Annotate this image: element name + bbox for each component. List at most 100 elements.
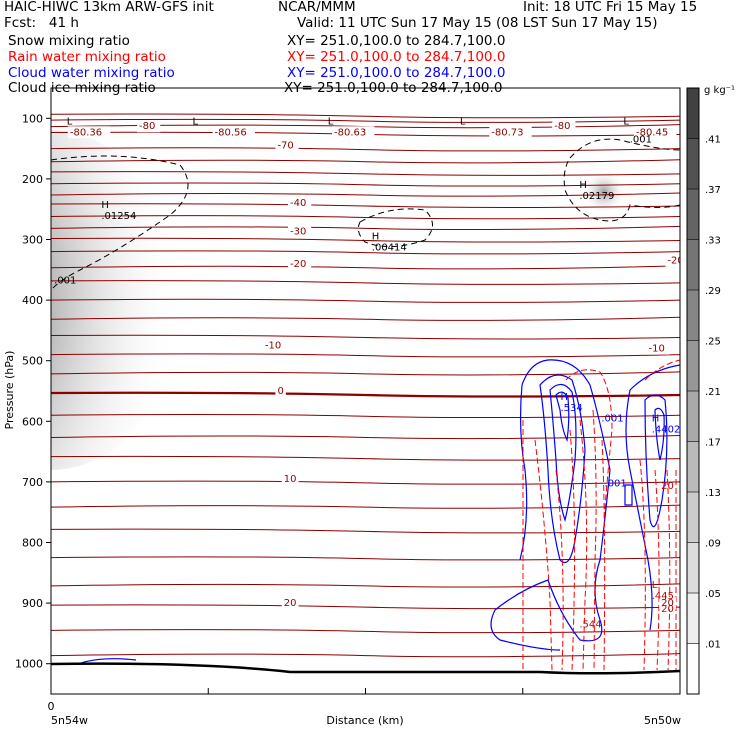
extremum-mark: L bbox=[460, 116, 466, 127]
isotherm-line bbox=[51, 480, 680, 485]
y-tick-label: 1000 bbox=[15, 658, 43, 671]
field-rain-name: Rain water mixing ratio bbox=[8, 49, 166, 65]
isotherm-line bbox=[51, 280, 680, 285]
temperature-label-bg bbox=[275, 139, 299, 152]
isotherm-line bbox=[51, 171, 680, 176]
cloud-water-outer bbox=[490, 359, 611, 651]
extremum-value: 20 bbox=[661, 481, 674, 492]
extremum-mark: H bbox=[101, 200, 109, 211]
temperature-label-bg bbox=[665, 254, 680, 267]
temperature-label: -10 bbox=[649, 344, 665, 355]
extremum-value: .00414 bbox=[372, 243, 407, 254]
colorbar: .01 .05 .09 .13 .17 .21 .25 .29 .33 .37 .41 bbox=[686, 87, 721, 695]
extremum-mark: L bbox=[193, 116, 199, 127]
temperature-label-bg bbox=[275, 385, 286, 398]
isotherm-line bbox=[51, 147, 680, 152]
temperature-label-bg bbox=[281, 472, 299, 485]
x-axis-label: Distance (km) bbox=[326, 714, 403, 727]
temperature-label-bg bbox=[288, 257, 312, 270]
temperature-label: 0 bbox=[277, 386, 283, 397]
temperature-label: -80 bbox=[139, 121, 155, 132]
field-snow-name: Snow mixing ratio bbox=[8, 33, 130, 49]
colorbar-tick-label: .13 bbox=[705, 488, 721, 499]
temperature-label: -40 bbox=[290, 198, 306, 209]
temperature-label: -80.56 bbox=[215, 127, 247, 138]
temperature-labels: -80.36 -80 -80.56 -80.63 -80.73 -80 -80.45 -70 -… bbox=[67, 120, 680, 610]
colorbar-tick-label: .37 bbox=[705, 185, 721, 196]
colorbar-segment bbox=[687, 189, 699, 240]
colorbar-unit: g kg⁻¹ bbox=[704, 85, 735, 96]
colorbar-tick-label: .41 bbox=[705, 135, 721, 146]
colorbar-segment bbox=[687, 593, 699, 644]
x-start-label: 0 bbox=[48, 700, 55, 713]
isotherm-line bbox=[51, 653, 680, 658]
colorbar-segment bbox=[687, 391, 699, 442]
ice-contour-right bbox=[563, 138, 680, 222]
temperature-label-bg bbox=[659, 597, 676, 610]
temperature-label-bg bbox=[212, 126, 255, 139]
colorbar-tick-label: .09 bbox=[705, 539, 721, 550]
temperature-label-bg bbox=[67, 126, 111, 139]
colorbar-segment bbox=[687, 88, 699, 139]
extremum-value: 20 bbox=[661, 604, 674, 615]
temperature-label: -70 bbox=[277, 141, 293, 152]
temperature-label-bg bbox=[288, 197, 312, 210]
cloud-water-small-box bbox=[624, 484, 633, 506]
temperature-label-bg bbox=[137, 120, 161, 133]
cloud-ice-contours bbox=[51, 138, 680, 291]
isotherm-line bbox=[51, 182, 680, 187]
snow-shading-right bbox=[582, 170, 626, 214]
isotherm-line bbox=[51, 371, 680, 376]
extremum-mark: H bbox=[579, 180, 587, 191]
y-tick-label: 600 bbox=[22, 415, 43, 428]
temperature-label: -20 bbox=[290, 259, 306, 270]
extremum-mark: L bbox=[623, 116, 629, 127]
extremum-mark: H bbox=[372, 232, 380, 243]
temperature-label: 20 bbox=[284, 598, 297, 609]
isotherm-line bbox=[51, 629, 680, 634]
y-tick-label: 500 bbox=[22, 355, 43, 368]
temperature-label: -80.45 bbox=[636, 127, 668, 138]
colorbar-tick-label: .29 bbox=[705, 286, 721, 297]
extremum-value: .02179 bbox=[579, 191, 614, 202]
field-rain-xy: XY= 251.0,100.0 to 284.7,100.0 bbox=[287, 49, 506, 65]
x-left-label: 5n54w bbox=[51, 714, 88, 727]
high-low-labels: L L L L LH.01254H.00414H.02179.001.001H.534.… bbox=[54, 116, 680, 630]
y-tick-label: 200 bbox=[22, 173, 43, 186]
y-tick-label: 300 bbox=[22, 234, 43, 247]
terrain-line bbox=[51, 662, 680, 675]
y-tick-label: 100 bbox=[22, 112, 43, 125]
temperature-label: -80.73 bbox=[491, 127, 523, 138]
extremum-value: .001 bbox=[601, 413, 623, 424]
header-valid: Valid: 11 UTC Sun 17 May 15 (08 LST Sun … bbox=[297, 15, 658, 31]
temperature-label-bg bbox=[281, 597, 299, 610]
field-snow-xy: XY= 251.0,100.0 to 284.7,100.0 bbox=[287, 33, 506, 49]
temperature-label-bg bbox=[332, 126, 375, 139]
isotherm-line bbox=[51, 434, 680, 440]
temperature-label: 20 bbox=[661, 598, 674, 609]
x-right-label: 5n50w bbox=[644, 714, 681, 727]
colorbar-segment bbox=[687, 290, 699, 341]
header-fcst: Fcst: 41 h bbox=[4, 15, 79, 31]
isotherm-line bbox=[51, 237, 680, 243]
isotherm-line bbox=[51, 528, 680, 534]
field-cloudwater-name: Cloud water mixing ratio bbox=[8, 65, 175, 81]
colorbar-segment bbox=[687, 492, 699, 543]
extremum-value: .4402 bbox=[652, 424, 681, 435]
temperature-label-bg bbox=[288, 225, 312, 238]
isotherm-line bbox=[51, 225, 680, 231]
colorbar-tick-label: .25 bbox=[705, 337, 721, 348]
extremum-value: .01254 bbox=[101, 211, 136, 222]
temperature-label: -80.63 bbox=[334, 127, 366, 138]
isotherm-line bbox=[51, 113, 680, 119]
colorbar-tick-label: .21 bbox=[705, 387, 721, 398]
isotherm-line bbox=[51, 583, 680, 588]
isotherm-line bbox=[51, 604, 680, 610]
colorbar-tick-label: .33 bbox=[705, 236, 721, 247]
extremum-mark: H bbox=[652, 413, 660, 424]
y-tick-label: 400 bbox=[22, 294, 43, 307]
isotherm-line bbox=[51, 215, 680, 220]
extremum-mark: H bbox=[560, 392, 568, 403]
extremum-value: .001 bbox=[54, 276, 76, 287]
extremum-value: .001 bbox=[605, 479, 627, 490]
